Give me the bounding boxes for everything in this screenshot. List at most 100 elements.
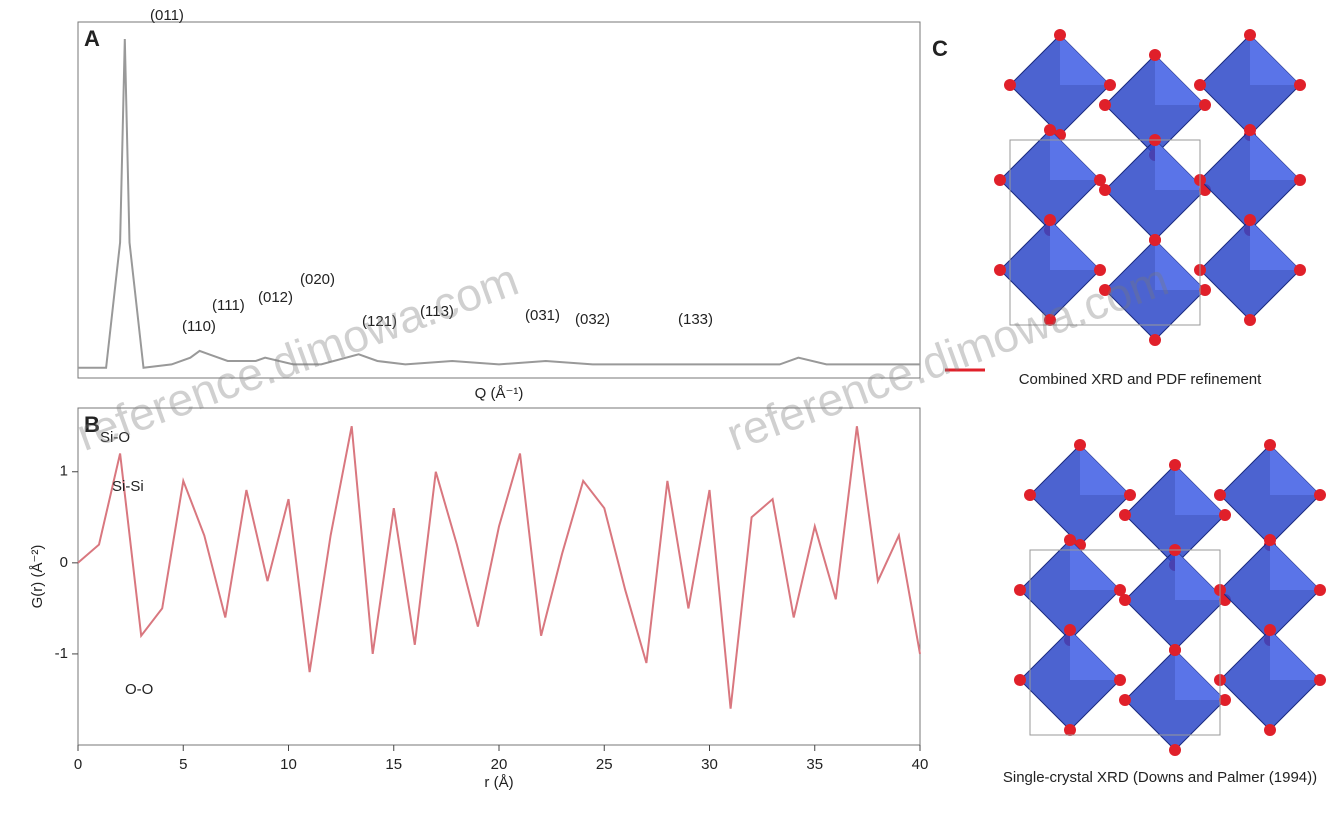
oxygen-atom	[1094, 174, 1106, 186]
tetrahedron-face	[1250, 220, 1300, 270]
oxygen-atom	[1014, 584, 1026, 596]
oxygen-atom	[1294, 79, 1306, 91]
x-tick-label: 15	[385, 756, 402, 773]
oxygen-atom	[1099, 99, 1111, 111]
oxygen-atom	[1064, 724, 1076, 736]
tetrahedron-face	[1155, 140, 1205, 190]
oxygen-atom	[1219, 694, 1231, 706]
oxygen-atom	[1149, 234, 1161, 246]
x-tick-label: 35	[806, 756, 823, 773]
oxygen-atom	[1199, 99, 1211, 111]
oxygen-atom	[1124, 489, 1136, 501]
tetrahedron-face	[1080, 445, 1130, 495]
annotation: (020)	[300, 271, 335, 288]
oxygen-atom	[1169, 744, 1181, 756]
oxygen-atom	[1244, 29, 1256, 41]
annotation: (111)	[212, 297, 245, 314]
oxygen-atom	[1314, 489, 1326, 501]
oxygen-atom	[1214, 489, 1226, 501]
annotation: O-O	[125, 681, 153, 698]
x-tick-label: 10	[280, 756, 297, 773]
oxygen-atom	[1149, 334, 1161, 346]
y-tick-label: 1	[60, 463, 68, 480]
tetrahedron-face	[1250, 35, 1300, 85]
x-tick-label: 30	[701, 756, 718, 773]
annotation: (113)	[420, 303, 454, 320]
annotation: (031)	[525, 307, 560, 324]
oxygen-atom	[1014, 674, 1026, 686]
panel-label: A	[84, 26, 100, 51]
oxygen-atom	[1064, 534, 1076, 546]
annotation: (121)	[362, 313, 397, 330]
oxygen-atom	[1264, 724, 1276, 736]
oxygen-atom	[994, 174, 1006, 186]
y-tick-label: 0	[60, 554, 68, 571]
oxygen-atom	[1244, 124, 1256, 136]
oxygen-atom	[1044, 124, 1056, 136]
tetrahedron-face	[1070, 540, 1120, 590]
x-axis-label: Q (Å⁻¹)	[475, 385, 524, 402]
tetrahedron-face	[1050, 130, 1100, 180]
plot-frame	[77, 21, 921, 379]
plot-frame	[77, 407, 921, 746]
tetrahedron-face	[1155, 240, 1205, 290]
tetrahedron-face	[1270, 445, 1320, 495]
oxygen-atom	[1114, 584, 1126, 596]
oxygen-atom	[1064, 624, 1076, 636]
panel-label: B	[84, 412, 100, 437]
oxygen-atom	[1199, 284, 1211, 296]
oxygen-atom	[1114, 674, 1126, 686]
oxygen-atom	[1264, 624, 1276, 636]
tetrahedron-face	[1175, 650, 1225, 700]
caption: Single-crystal XRD (Downs and Palmer (19…	[1003, 769, 1317, 786]
oxygen-atom	[1314, 674, 1326, 686]
annotation: (012)	[258, 289, 293, 306]
x-tick-label: 40	[912, 756, 929, 773]
oxygen-atom	[1099, 284, 1111, 296]
annotation: Si-Si	[112, 478, 144, 495]
oxygen-atom	[1099, 184, 1111, 196]
y-tick-label: -1	[55, 645, 68, 662]
tetrahedron-face	[1175, 550, 1225, 600]
x-tick-label: 25	[596, 756, 613, 773]
watermark: reference.dimowa.com	[70, 253, 525, 461]
data-line	[77, 426, 921, 709]
unit-cell	[1029, 549, 1221, 736]
tetrahedron-face	[1060, 35, 1110, 85]
oxygen-atom	[1054, 29, 1066, 41]
annotation: (110)	[182, 318, 216, 335]
tetrahedron-face	[1270, 630, 1320, 680]
unit-cell	[1009, 139, 1201, 326]
tetrahedron-face	[1050, 220, 1100, 270]
y-axis-label: G(r) (Å⁻²)	[29, 545, 46, 609]
oxygen-atom	[1219, 509, 1231, 521]
oxygen-atom	[1244, 214, 1256, 226]
annotation: (133)	[678, 311, 713, 328]
watermark: reference.dimowa.com	[720, 253, 1175, 461]
data-line	[78, 38, 920, 369]
tetrahedron-face	[1250, 130, 1300, 180]
annotation: (032)	[575, 311, 610, 328]
x-tick-label: 0	[74, 756, 82, 773]
oxygen-atom	[1004, 79, 1016, 91]
oxygen-atom	[1104, 79, 1116, 91]
x-tick-label: 5	[179, 756, 187, 773]
annotation: (011)	[150, 7, 184, 24]
oxygen-atom	[1294, 174, 1306, 186]
oxygen-atom	[1119, 694, 1131, 706]
oxygen-atom	[1149, 49, 1161, 61]
oxygen-atom	[1044, 214, 1056, 226]
x-axis-label: r (Å)	[484, 774, 513, 791]
annotation: Si-O	[100, 429, 130, 446]
tetrahedron-face	[1070, 630, 1120, 680]
oxygen-atom	[1024, 489, 1036, 501]
oxygen-atom	[1264, 534, 1276, 546]
x-tick-label: 20	[491, 756, 508, 773]
oxygen-atom	[1314, 584, 1326, 596]
oxygen-atom	[1264, 439, 1276, 451]
caption: Combined XRD and PDF refinement	[1019, 371, 1262, 388]
oxygen-atom	[1169, 644, 1181, 656]
oxygen-atom	[994, 264, 1006, 276]
oxygen-atom	[1119, 509, 1131, 521]
